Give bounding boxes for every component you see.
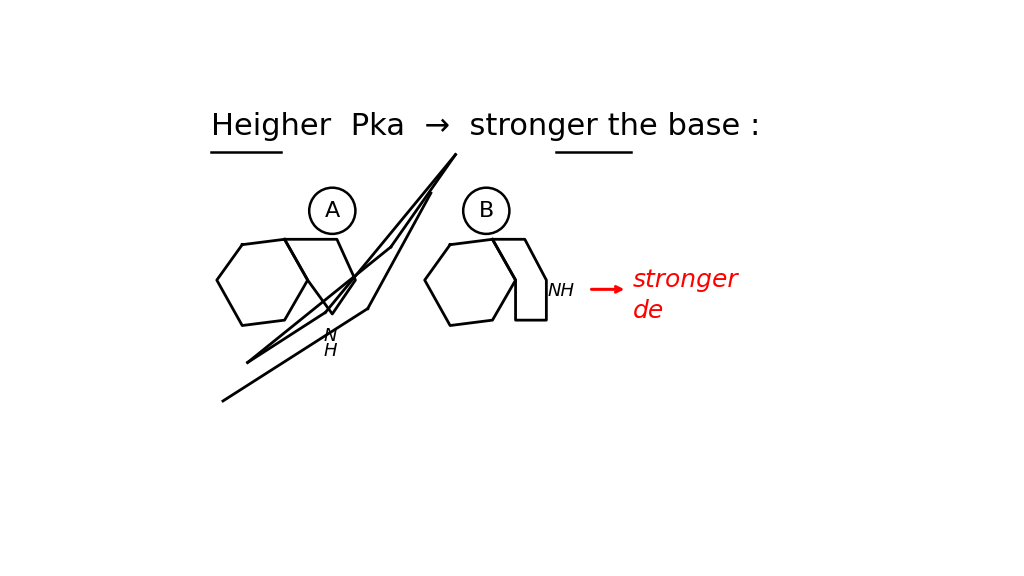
- Text: de: de: [633, 299, 664, 323]
- Text: H: H: [324, 342, 338, 360]
- Text: stronger: stronger: [633, 268, 738, 292]
- Text: B: B: [478, 201, 494, 221]
- Text: NH: NH: [548, 282, 574, 300]
- Text: N: N: [324, 327, 338, 344]
- Text: A: A: [325, 201, 340, 221]
- Text: Heigher  Pka  →  stronger the base :: Heigher Pka → stronger the base :: [211, 112, 761, 141]
